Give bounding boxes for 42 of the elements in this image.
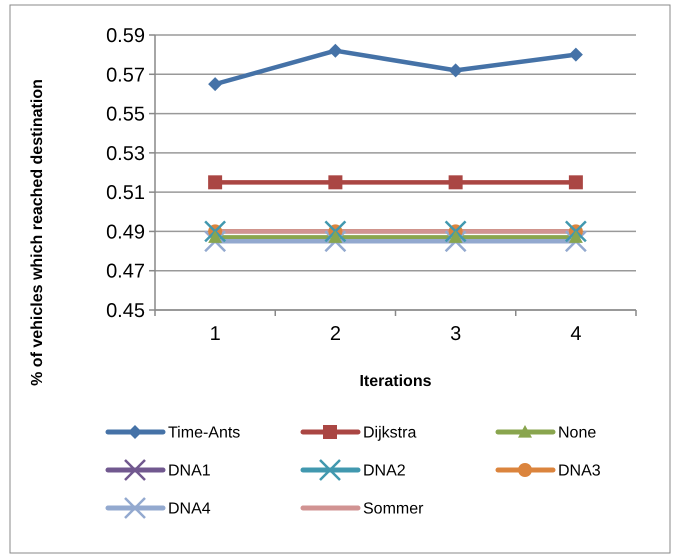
- y-tick-label: 0.47: [106, 260, 145, 283]
- legend-label: DNA4: [168, 500, 211, 518]
- legend-label: Time-Ants: [168, 424, 240, 442]
- legend-label: Dijkstra: [363, 424, 416, 442]
- point: [208, 77, 222, 92]
- legend-label: DNA1: [168, 462, 211, 480]
- x-axis-title: Iterations: [359, 373, 432, 390]
- point: [568, 175, 583, 190]
- point: [204, 230, 226, 252]
- y-tick-label: 0.53: [106, 142, 145, 165]
- legend-label: Sommer: [363, 500, 424, 518]
- point: [324, 230, 347, 252]
- y-tick-label: 0.49: [106, 221, 145, 244]
- y-tick-label: 0.57: [106, 64, 145, 86]
- point: [568, 230, 583, 243]
- x-tick-label: 2: [330, 323, 341, 345]
- legend-label: None: [558, 424, 596, 442]
- x-tick-label: 3: [450, 323, 462, 345]
- y-axis-title: % of vehicles which reached destination: [29, 79, 46, 386]
- point: [448, 230, 463, 243]
- point: [328, 44, 342, 58]
- point: [448, 63, 463, 78]
- point: [448, 175, 463, 190]
- point: [324, 220, 347, 243]
- y-tick-label: 0.59: [106, 25, 145, 47]
- y-tick-label: 0.45: [106, 300, 145, 322]
- point: [564, 220, 588, 243]
- point: [208, 175, 222, 190]
- point: [444, 220, 467, 243]
- x-tick-label: 4: [570, 323, 582, 345]
- legend-label: DNA3: [558, 462, 601, 480]
- point: [444, 230, 467, 252]
- x-tick-label: 1: [210, 323, 221, 345]
- legend-label: DNA2: [363, 462, 406, 480]
- point: [328, 175, 342, 190]
- y-tick-label: 0.55: [106, 104, 145, 126]
- point: [204, 220, 226, 243]
- point: [564, 230, 588, 252]
- point: [208, 230, 222, 243]
- y-tick-label: 0.51: [106, 182, 145, 204]
- point: [328, 230, 342, 243]
- point: [568, 48, 583, 62]
